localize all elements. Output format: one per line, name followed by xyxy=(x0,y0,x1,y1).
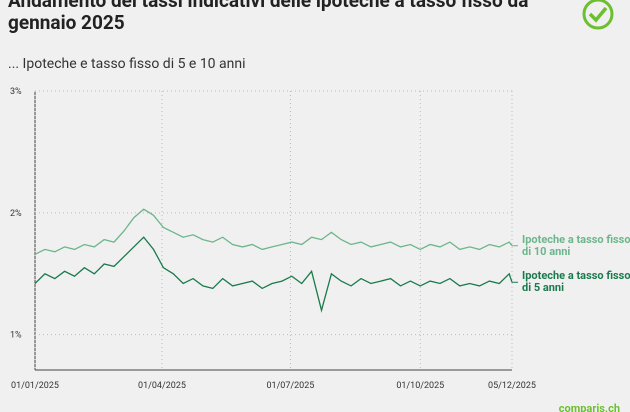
x-tick-label: 01/04/2025 xyxy=(138,381,186,391)
y-tick-label: 1% xyxy=(10,331,22,341)
check-icon xyxy=(582,0,614,30)
y-tick-label: 2% xyxy=(10,209,22,219)
x-tick-label: 05/12/2025 xyxy=(488,381,536,391)
chart-title: Andamento dei tassi indicativi delle ipo… xyxy=(8,0,529,34)
source: comparis.ch xyxy=(558,402,620,412)
series-line xyxy=(34,236,513,313)
y-tick-label: 3% xyxy=(10,87,22,97)
x-tick-label: 01/01/2025 xyxy=(11,381,59,391)
x-tick-label: 01/10/2025 xyxy=(396,381,444,391)
series-line xyxy=(34,208,513,255)
legend-label: Ipoteche a tasso fisso di 10 anni xyxy=(522,232,630,258)
legend-label: Ipoteche a tasso fisso di 5 anni xyxy=(522,269,630,295)
chart-subtitle: ... Ipoteche e tasso fisso di 5 e 10 ann… xyxy=(8,56,246,72)
x-tick-label: 01/07/2025 xyxy=(266,381,314,391)
